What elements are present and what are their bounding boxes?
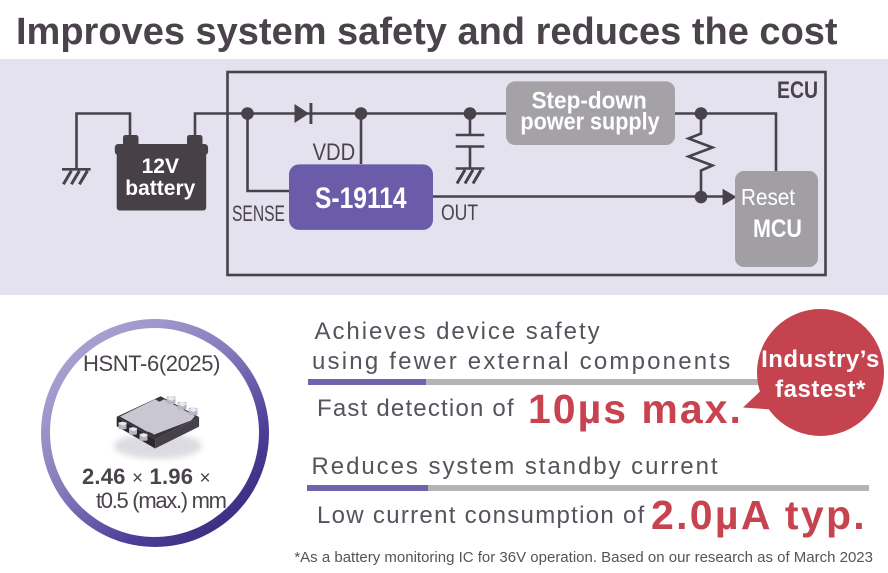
svg-text:Reset: Reset (741, 184, 795, 210)
svg-text:Step-down: Step-down (532, 87, 647, 114)
svg-text:VDD: VDD (313, 138, 356, 165)
svg-text:12V: 12V (142, 155, 179, 178)
svg-text:SENSE: SENSE (232, 203, 285, 227)
svg-text:OUT: OUT (441, 201, 478, 225)
svg-text:battery: battery (125, 177, 195, 200)
svg-text:power supply: power supply (520, 107, 659, 134)
svg-text:S-19114: S-19114 (315, 181, 407, 215)
svg-text:ECU: ECU (777, 76, 818, 103)
svg-text:MCU: MCU (753, 214, 802, 242)
